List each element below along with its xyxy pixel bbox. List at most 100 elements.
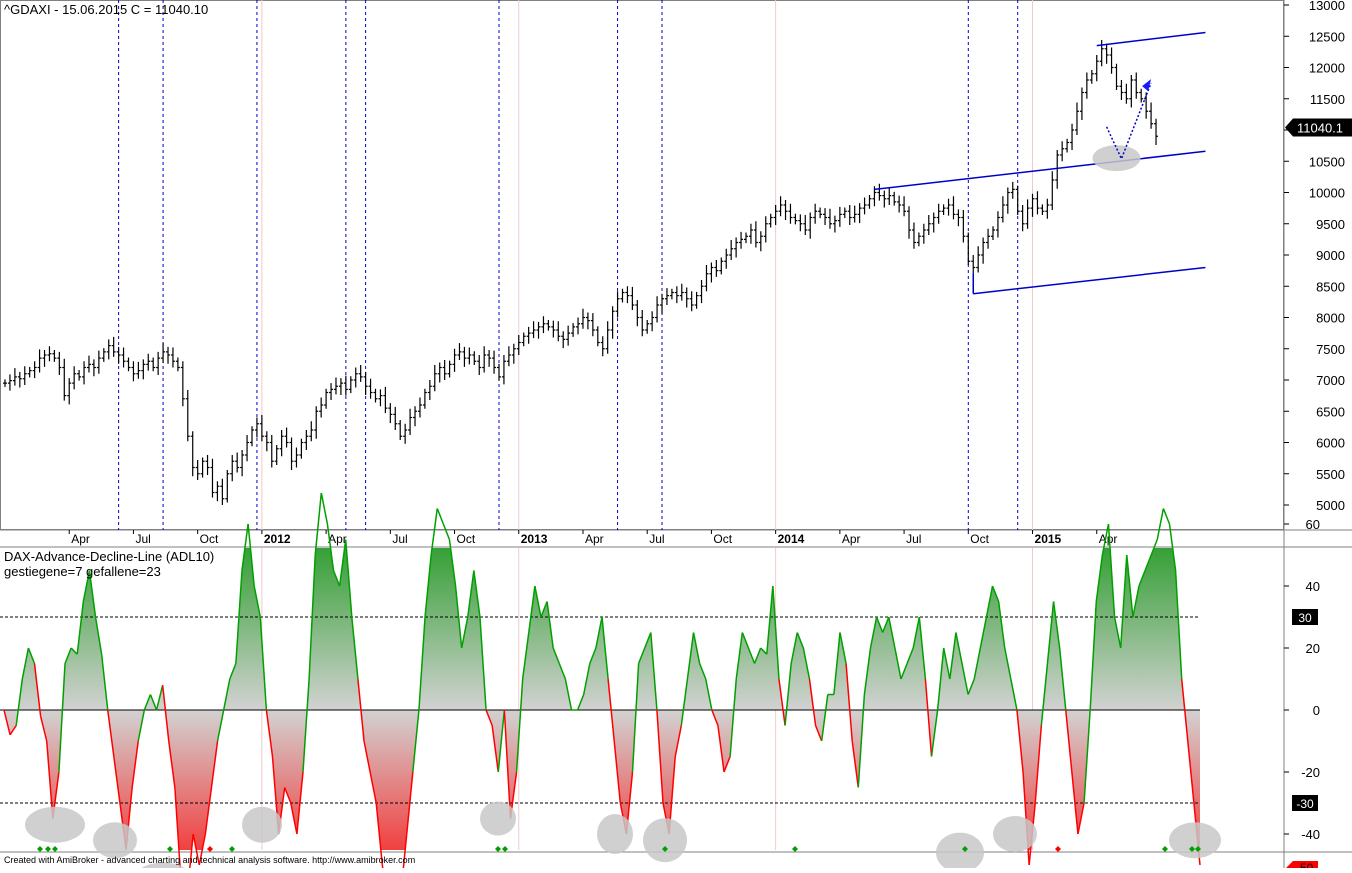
- adl-segment-100: [607, 678, 615, 742]
- adl-segment-147: [894, 647, 902, 680]
- adl-segment-2: [9, 725, 17, 736]
- adl-segment-158: [961, 663, 969, 695]
- adl-segment-81: [491, 725, 500, 773]
- adl-segment-85: [515, 678, 524, 773]
- xtick-label-0: Apr: [71, 532, 90, 546]
- adl-segment-160: [973, 647, 982, 680]
- adl-segment-72: [436, 508, 445, 525]
- adl-segment-4: [21, 647, 30, 680]
- signal-diamond-5: [229, 846, 235, 852]
- price-ytick-label-11: 10500: [1309, 154, 1345, 169]
- adl-segment-42: [253, 585, 262, 618]
- adl-segment-71: [430, 508, 438, 556]
- adl-segment-174: [1058, 647, 1067, 711]
- adl-segment-80: [485, 709, 493, 726]
- adl-segment-138: [839, 632, 847, 664]
- adl-segment-73: [442, 523, 451, 540]
- adl-segment-52: [314, 492, 323, 556]
- price-ytick-label-1: 5500: [1316, 467, 1345, 482]
- adl-segment-101: [613, 740, 622, 804]
- adl-segment-166: [1010, 678, 1018, 711]
- adl-segment-92: [558, 663, 567, 680]
- adl-segment-28: [168, 740, 176, 788]
- adl-segment-175: [1065, 709, 1073, 773]
- adl-segment-16: [94, 616, 103, 655]
- adl-segment-77: [467, 570, 475, 618]
- adl-segment-123: [747, 647, 756, 664]
- adl-segment-50: [302, 678, 310, 773]
- signal-diamond-8: [662, 846, 668, 852]
- xtick-label-15: 2015: [1035, 532, 1062, 546]
- price-ytick-label-6: 8000: [1316, 311, 1345, 326]
- adl-segment-44: [265, 709, 274, 757]
- adl-segment-133: [808, 678, 817, 726]
- adl-segment-68: [412, 709, 420, 773]
- adl-segment-12: [70, 647, 78, 655]
- adl-segment-61: [369, 771, 377, 804]
- signal-diamond-2: [52, 846, 58, 852]
- adl-segment-1: [3, 709, 11, 735]
- price-last-value-badge: [1285, 118, 1352, 137]
- adl-segment-5: [27, 647, 36, 664]
- adl-segment-56: [338, 539, 347, 587]
- footer-credit: Created with AmiBroker - advanced charti…: [4, 855, 416, 865]
- adl-ytick-label-2: 20: [1306, 641, 1320, 656]
- adl-segment-194: [1180, 678, 1189, 742]
- adl-segment-24: [143, 694, 152, 711]
- adl-segment-127: [772, 585, 780, 680]
- adl-segment-161: [979, 616, 988, 649]
- adl-segment-59: [357, 678, 365, 742]
- adl-segment-96: [582, 663, 591, 695]
- adl-segment-134: [814, 725, 823, 742]
- trend-channel-mid: [874, 150, 1206, 191]
- xtick-label-8: Apr: [585, 532, 604, 546]
- adl-segment-139: [845, 663, 853, 742]
- adl-ytick-label-1: 40: [1306, 579, 1320, 594]
- adl-segment-14: [82, 570, 91, 602]
- adl-segment-141: [857, 694, 866, 788]
- adl-segment-140: [851, 740, 860, 788]
- price-ytick-label-4: 7000: [1316, 373, 1345, 388]
- adl-segment-193: [1174, 570, 1183, 680]
- xtick-label-10: Oct: [713, 532, 732, 546]
- adl-segment-183: [1113, 616, 1122, 649]
- price-ytick-label-13: 11500: [1310, 92, 1345, 107]
- adl-segment-165: [1003, 647, 1012, 680]
- adl-segment-112: [680, 678, 689, 726]
- adl-segment-34: [204, 787, 213, 835]
- price-last-value-label: 11040.1: [1297, 121, 1343, 136]
- adl-segment-132: [802, 647, 811, 680]
- signal-diamond-4: [207, 846, 213, 852]
- adl-segment-43: [259, 616, 268, 711]
- adl-segment-78: [473, 570, 481, 618]
- adl-segment-7: [39, 716, 48, 742]
- adl-segment-70: [424, 554, 432, 618]
- adl-segment-122: [741, 632, 750, 649]
- adl-segment-177: [1077, 802, 1085, 835]
- adl-segment-11: [64, 647, 72, 664]
- adl-segment-131: [796, 632, 805, 649]
- adl-segment-99: [601, 616, 609, 680]
- adl-area-negative: [4, 710, 1200, 850]
- adl-segment-17: [100, 654, 109, 711]
- adl-segment-184: [1119, 554, 1128, 649]
- adl-segment-107: [650, 632, 658, 711]
- signal-diamond-9: [792, 846, 798, 852]
- adl-segment-150: [912, 616, 921, 649]
- adl-segment-120: [729, 678, 737, 757]
- adl-segment-32: [192, 833, 201, 866]
- adl-segment-146: [888, 616, 896, 649]
- adl-segment-164: [997, 601, 1006, 649]
- adl-segment-67: [405, 771, 414, 835]
- signal-diamond-11: [1055, 846, 1061, 852]
- adl-subtitle: gestiegene=7 gefallene=23: [4, 564, 161, 579]
- adl-low-ellipse-8: [936, 832, 984, 873]
- adl-segment-89: [540, 601, 548, 618]
- adl-level-badge-0: [1292, 609, 1318, 625]
- adl-segment-179: [1089, 601, 1098, 711]
- adl-segment-149: [906, 647, 914, 664]
- adl-low-ellipse-7: [643, 818, 687, 863]
- adl-segment-105: [637, 647, 646, 664]
- adl-segment-40: [241, 523, 249, 571]
- adl-segment-57: [344, 539, 353, 618]
